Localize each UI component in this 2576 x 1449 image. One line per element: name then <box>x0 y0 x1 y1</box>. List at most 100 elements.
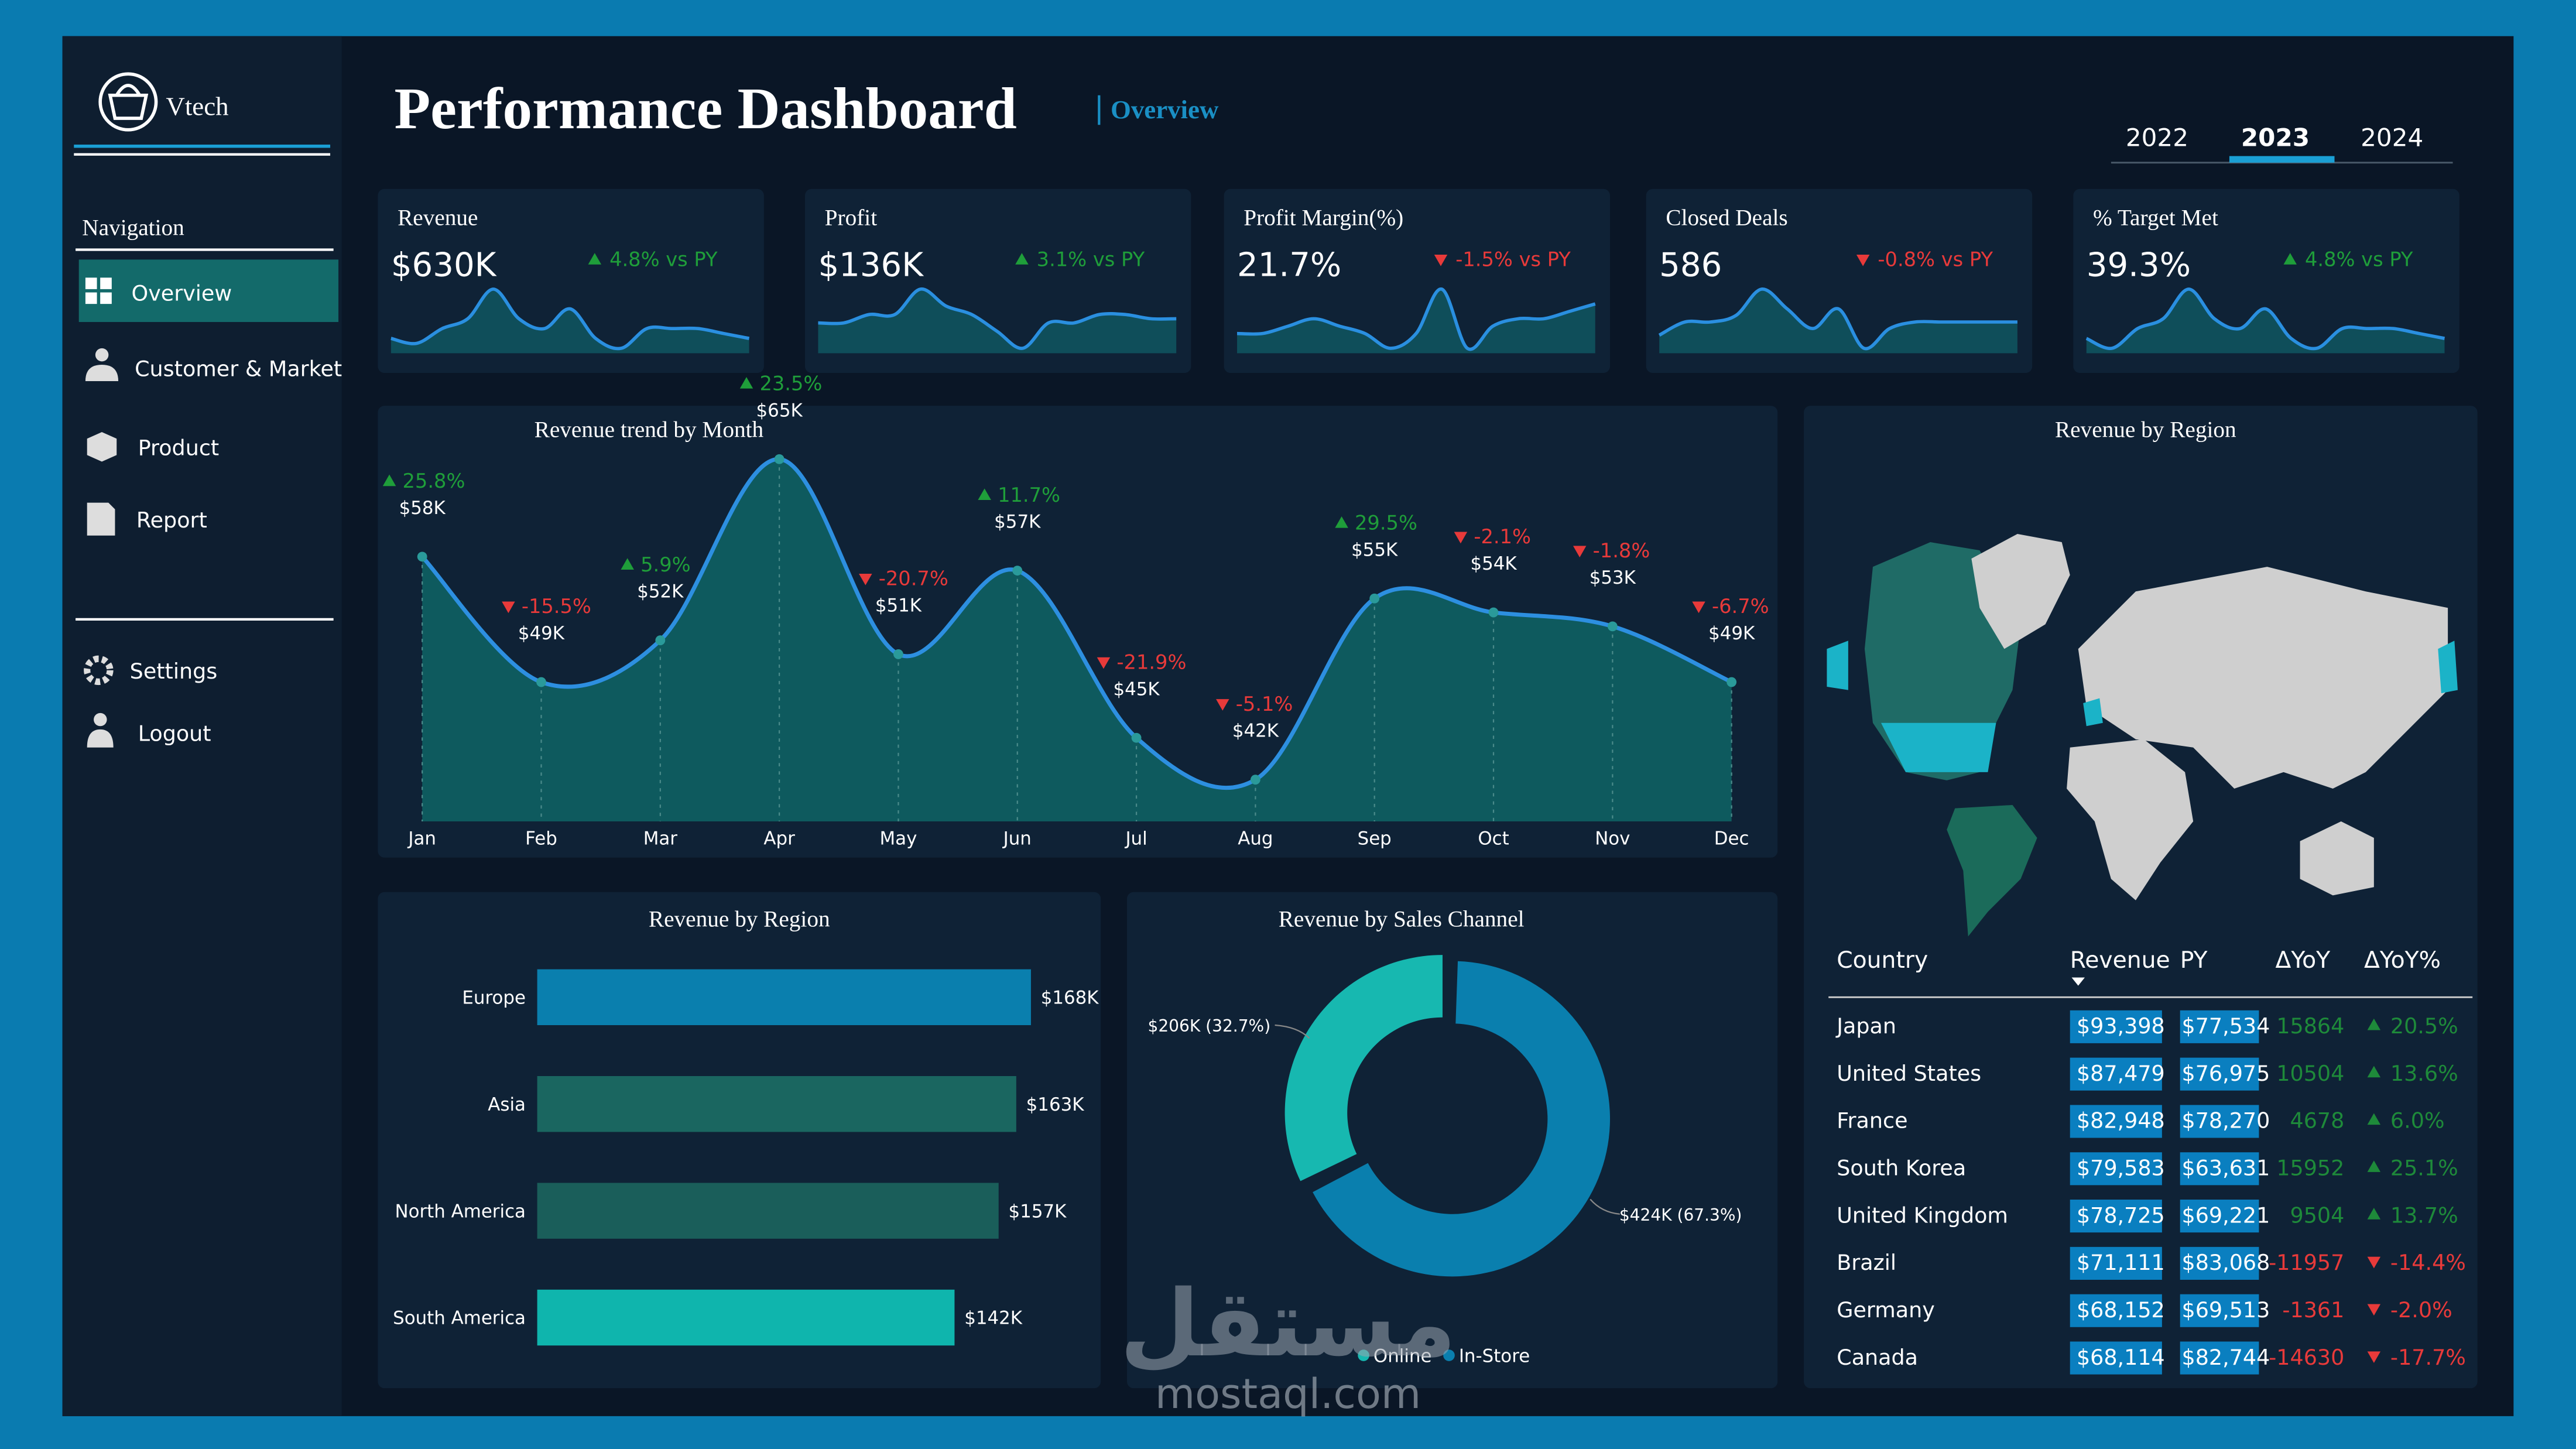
nav-item[interactable]: Product <box>138 435 219 460</box>
nav-heading: Navigation <box>82 215 184 240</box>
value-label: $55K <box>1351 539 1398 560</box>
value-label: $45K <box>1114 679 1160 700</box>
arrow-down <box>859 573 872 585</box>
cell: Japan <box>1835 1013 1896 1039</box>
nav-icon <box>85 278 97 289</box>
cell: $83,068 <box>2182 1250 2270 1275</box>
data-bar <box>2180 1200 2259 1233</box>
kpi-label: Revenue <box>398 205 478 230</box>
cell: $82,744 <box>2182 1345 2270 1370</box>
legend-swatch <box>1358 1349 1369 1361</box>
year-tab[interactable]: 2024 <box>2361 124 2423 152</box>
map-land <box>1881 722 1996 772</box>
nav-item[interactable]: Settings <box>130 659 218 684</box>
x-tick-label: Dec <box>1714 828 1749 849</box>
year-tab[interactable]: 2022 <box>2126 124 2188 152</box>
year-tab-active[interactable]: 2023 <box>2241 124 2310 152</box>
kpi-label: % Target Met <box>2093 205 2218 230</box>
chart-card <box>1127 892 1778 1389</box>
data-bar <box>2070 1057 2162 1091</box>
slice-label: $424K (67.3%) <box>1619 1205 1742 1225</box>
legend-label: In-Store <box>1459 1345 1530 1366</box>
point <box>1727 677 1737 687</box>
bar <box>537 1183 999 1239</box>
cell: $63,631 <box>2182 1156 2270 1181</box>
x-tick-label: Jun <box>1002 828 1032 849</box>
cell: 9504 <box>2290 1203 2345 1228</box>
data-bar <box>2180 1341 2259 1375</box>
change-label: -5.1% <box>1236 693 1293 715</box>
arrow-up <box>2283 253 2297 265</box>
point <box>417 551 427 562</box>
sort-indicator <box>2071 977 2085 986</box>
x-tick-label: Feb <box>525 828 557 849</box>
change-label: 29.5% <box>1355 511 1417 534</box>
value-label: $49K <box>518 623 565 644</box>
sparkline <box>1658 287 2017 351</box>
logo-icon <box>108 84 149 120</box>
data-bar <box>2180 1010 2259 1043</box>
chart-title: Revenue by Region <box>649 907 830 932</box>
arrow-down <box>502 601 515 614</box>
change-label: -21.9% <box>1116 650 1186 673</box>
sparkline <box>2085 287 2445 351</box>
kpi-value: $630K <box>391 246 497 284</box>
change-label: -15.5% <box>522 595 591 618</box>
cell: 10504 <box>2276 1061 2344 1086</box>
change-label: -20.7% <box>879 567 948 590</box>
nav-icon <box>84 655 114 686</box>
map-land <box>2078 567 2448 789</box>
cell: -14.4% <box>2390 1250 2466 1275</box>
nav-item[interactable]: Report <box>136 508 207 533</box>
point <box>1369 593 1380 604</box>
map-land <box>2438 640 2458 694</box>
change-label: 11.7% <box>998 484 1060 506</box>
nav-item[interactable]: Overview <box>131 281 232 306</box>
change-label: 23.5% <box>759 372 822 395</box>
arrow-up <box>588 253 602 265</box>
x-tick-label: Sep <box>1358 828 1392 849</box>
kpi-value: 21.7% <box>1237 246 1341 284</box>
nav-item[interactable]: Customer & Market <box>135 357 342 382</box>
cell: United States <box>1837 1061 1981 1086</box>
point <box>1131 732 1142 743</box>
point <box>536 677 546 687</box>
column-header: ΔYoY <box>2275 947 2331 974</box>
arrow-down <box>1434 254 1448 266</box>
point <box>893 649 903 659</box>
brand: Vtech <box>166 91 228 121</box>
point <box>1250 775 1260 785</box>
data-bar <box>2070 1152 2162 1186</box>
slice-label: $206K (32.7%) <box>1147 1016 1270 1036</box>
value-label: $157K <box>1009 1201 1067 1222</box>
data-bar <box>2070 1294 2162 1327</box>
y-tick-label: South America <box>393 1308 526 1329</box>
data-bar <box>2180 1294 2259 1327</box>
data-bar <box>2180 1057 2259 1091</box>
x-tick-label: Jan <box>407 828 436 849</box>
arrow-up <box>382 474 396 487</box>
cell: $78,270 <box>2182 1108 2270 1133</box>
change-label: 25.8% <box>402 470 465 492</box>
cell: -17.7% <box>2390 1345 2466 1370</box>
cell: $76,975 <box>2182 1061 2270 1086</box>
nav-active[interactable] <box>78 259 339 322</box>
kpi-change: 4.8% vs PY <box>609 248 718 271</box>
cell: $82,948 <box>2077 1108 2165 1133</box>
arrow-down <box>2367 1351 2381 1363</box>
kpi-value: 586 <box>1659 246 1722 284</box>
cell: Canada <box>1837 1345 1918 1370</box>
cell: -11957 <box>2269 1250 2344 1275</box>
sparkline <box>1236 287 1596 351</box>
data-bar <box>2070 1010 2162 1043</box>
sparkline-area <box>390 289 749 354</box>
arrow-up <box>621 558 634 570</box>
arrow-down <box>2367 1304 2381 1316</box>
nav-item[interactable]: Logout <box>138 721 211 746</box>
kpi-value: 39.3% <box>2087 246 2191 284</box>
cell: $71,111 <box>2077 1250 2165 1275</box>
value-label: $54K <box>1470 553 1517 574</box>
cell: 4678 <box>2290 1108 2345 1133</box>
bar <box>537 1289 955 1346</box>
change-label: -2.1% <box>1474 525 1531 548</box>
